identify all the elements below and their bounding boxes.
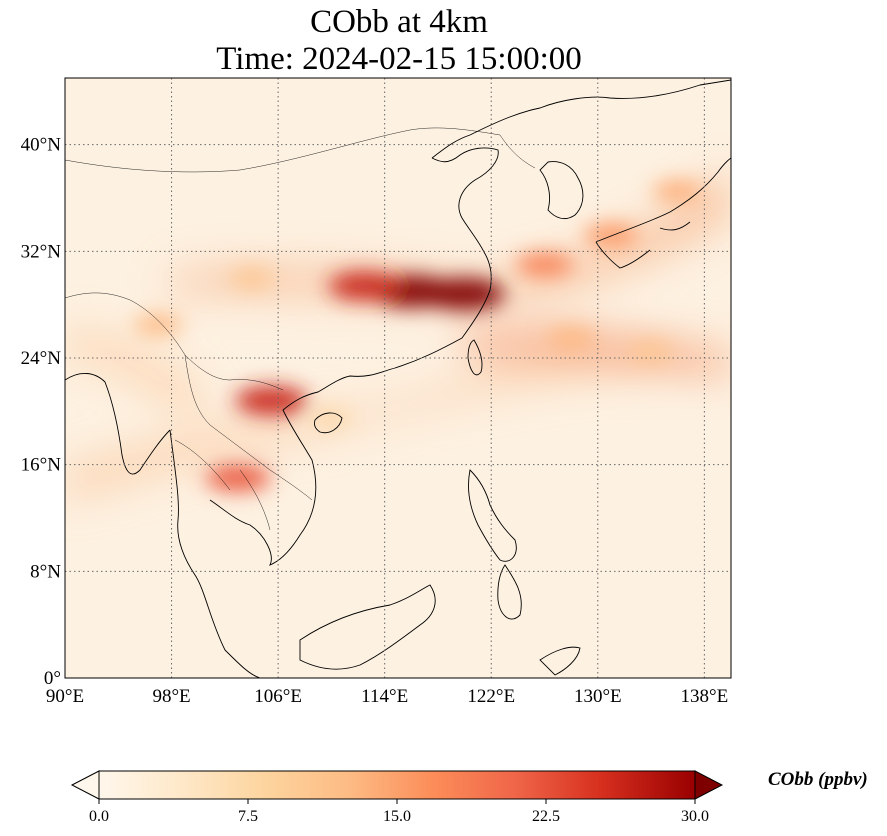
plume-hotspot	[134, 314, 183, 335]
coast-north	[431, 79, 731, 159]
border-china-south	[65, 292, 284, 391]
border-indochina	[184, 354, 313, 501]
plume-hotspot	[328, 271, 401, 301]
coastlines	[65, 79, 731, 678]
hainan-outline	[314, 412, 343, 434]
plume-layer	[134, 180, 703, 492]
colorbar-tick-label: 30.0	[681, 808, 709, 825]
plume-hotspot	[515, 252, 574, 277]
japan-outline	[595, 157, 731, 269]
philippines-outline	[467, 469, 522, 620]
concentration-field	[65, 78, 731, 678]
coast-malay	[169, 429, 261, 678]
colorbar-ticks: 0.0 7.5 15.0 22.5 30.0	[89, 799, 709, 825]
plume-hotspot	[205, 464, 271, 492]
colorbar-tick-label: 0.0	[89, 808, 109, 825]
y-tick-label: 32°N	[21, 241, 62, 262]
x-tick-label: 106°E	[254, 686, 302, 707]
border-nkorea	[499, 134, 536, 169]
colorbar-label: CObb (ppbv)	[768, 769, 868, 790]
plume-hotspot	[584, 224, 639, 247]
axis-ticks: 90°E 98°E 106°E 114°E 122°E 130°E 138°E 0° 8°N 16…	[21, 135, 729, 707]
colorbar-tick-label: 15.0	[383, 808, 411, 825]
x-tick-label: 90°E	[46, 686, 84, 707]
colorbar-tick-label: 7.5	[238, 808, 258, 825]
colorbar-extend-min	[70, 770, 100, 800]
plume-hotspot	[628, 341, 674, 362]
y-tick-label: 40°N	[21, 135, 62, 156]
x-tick-label: 138°E	[681, 686, 729, 707]
coast-china	[209, 147, 499, 566]
plume-hotspot	[652, 180, 703, 202]
colorbar: 0.0 7.5 15.0 22.5 30.0	[70, 770, 724, 825]
y-tick-label: 16°N	[21, 455, 62, 476]
plume-hotspot	[311, 409, 351, 427]
colorbar-extend-max	[694, 770, 724, 800]
y-tick-label: 24°N	[21, 348, 62, 369]
plume-hotspot	[424, 278, 505, 310]
y-tick-label: 8°N	[30, 561, 61, 582]
plume-hotspot	[229, 268, 274, 288]
x-tick-label: 130°E	[574, 686, 622, 707]
coast-burma	[65, 373, 171, 475]
colorbar-tick-label: 22.5	[532, 808, 560, 825]
title-line-2: Time: 2024-02-15 15:00:00	[216, 41, 582, 77]
map-frame	[64, 77, 732, 679]
colorbar-ramp	[98, 770, 696, 800]
border-mongolia	[65, 127, 501, 173]
borneo-outline	[299, 584, 436, 670]
korea-outline	[539, 161, 584, 220]
x-tick-label: 122°E	[467, 686, 515, 707]
title-line-1: CObb at 4km	[310, 4, 488, 40]
borders	[65, 127, 536, 531]
x-tick-label: 114°E	[361, 686, 408, 707]
sulawesi-outline	[539, 646, 581, 676]
border-thai-laos	[174, 439, 271, 531]
x-tick-label: 98°E	[152, 686, 190, 707]
y-tick-label: 0°	[44, 668, 61, 689]
plume-hotspot	[235, 386, 308, 416]
taiwan-outline	[467, 339, 483, 376]
plume-hotspot	[547, 327, 596, 349]
